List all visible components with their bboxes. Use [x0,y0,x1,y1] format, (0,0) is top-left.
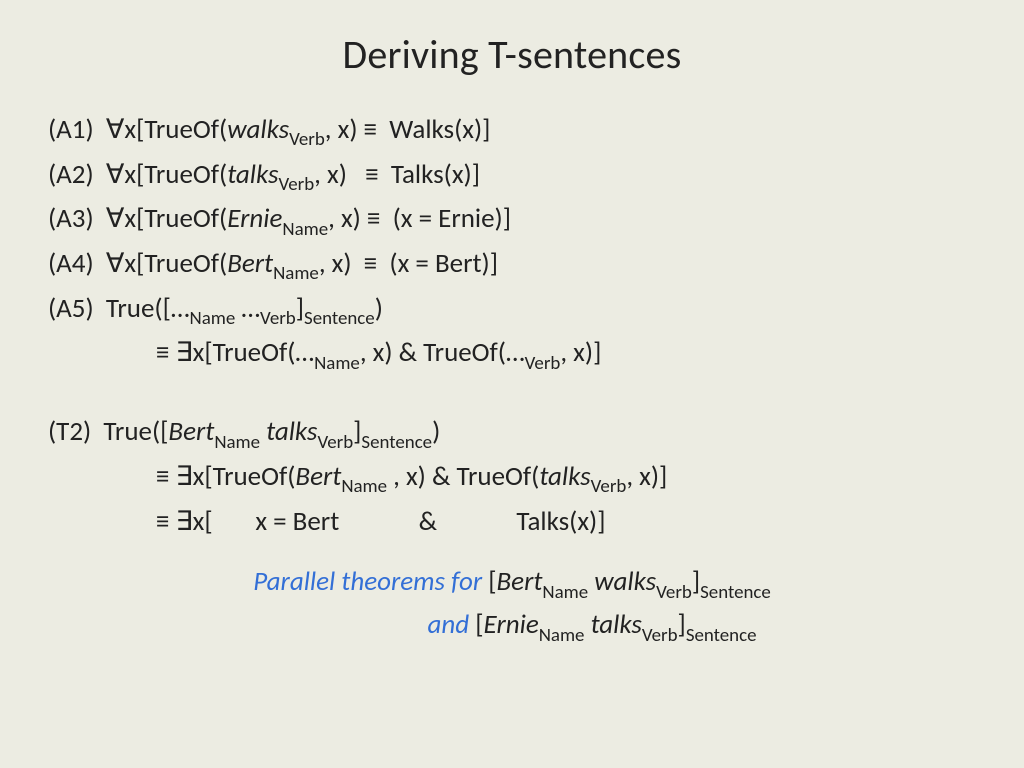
slide-body: (A1) ∀x[TrueOf(walksVerb, x) ≡ Walks(x)]… [48,109,976,648]
axiom-a3: (A3) ∀x[TrueOf(ErnieName, x) ≡ (x = Erni… [48,198,976,243]
slide: Deriving T-sentences (A1) ∀x[TrueOf(walk… [0,0,1024,768]
theorem-t2-line2: ≡ ∃x[TrueOf(BertName , x) & TrueOf(talks… [48,456,976,501]
footer-note: Parallel theorems for [BertName walksVer… [48,562,976,648]
axiom-a5-line1: (A5) True([…Name …Verb]Sentence) [48,288,976,333]
axiom-a2: (A2) ∀x[TrueOf(talksVerb, x) ≡ Talks(x)] [48,154,976,199]
theorem-t2-line1: (T2) True([BertName talksVerb]Sentence) [48,411,976,456]
axiom-a5-line2: ≡ ∃x[TrueOf(…Name, x) & TrueOf(…Verb, x)… [48,332,976,377]
axiom-a1: (A1) ∀x[TrueOf(walksVerb, x) ≡ Walks(x)] [48,109,976,154]
axiom-a4: (A4) ∀x[TrueOf(BertName, x) ≡ (x = Bert)… [48,243,976,288]
theorem-t2-line3: ≡ ∃x[ x = Bert & Talks(x)] [48,501,976,543]
slide-title: Deriving T-sentences [48,30,976,79]
